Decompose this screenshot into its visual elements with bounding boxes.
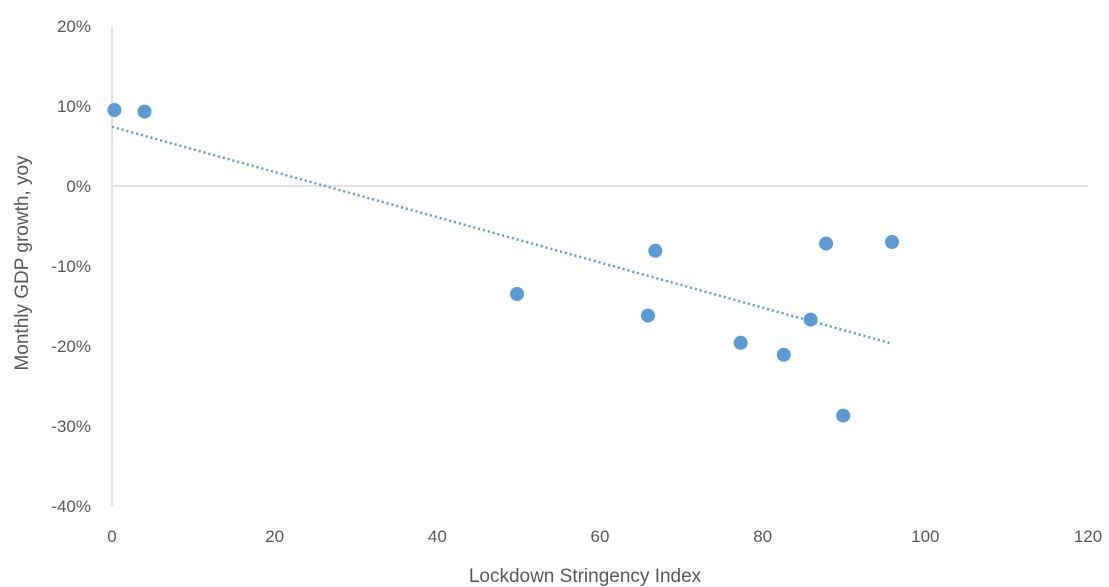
data-point [137,104,152,119]
x-tick-label: 100 [911,527,939,546]
y-tick-label: -10% [51,257,91,276]
data-point [733,335,748,350]
y-axis-tick-labels: -40% -30% -20% -10% 0% 10% 20% [51,17,91,516]
data-point [107,103,122,117]
data-point [510,287,525,301]
y-axis-title: Monthly GDP growth, yoy [12,155,33,371]
data-point [836,408,851,423]
data-point [640,308,655,323]
data-point [648,243,663,258]
x-axis-tick-labels: 0 20 40 60 80 100 120 [107,527,1102,546]
trendline [111,125,893,345]
data-point [803,312,818,327]
data-point [884,235,899,249]
x-axis-title: Lockdown Stringency Index [469,566,702,587]
y-tick-label: -20% [51,337,91,356]
data-points [107,103,899,423]
x-tick-label: 40 [428,527,447,546]
data-point [819,236,834,251]
x-tick-label: 0 [107,527,116,546]
data-point [776,347,791,362]
x-tick-label: 120 [1074,527,1102,546]
y-tick-label: 10% [57,97,91,116]
x-tick-label: 60 [591,527,610,546]
y-tick-label: -30% [51,417,91,436]
x-tick-label: 20 [265,527,284,546]
x-tick-label: 80 [753,527,772,546]
y-tick-label: 0% [66,177,91,196]
y-tick-label: 20% [57,17,91,36]
y-tick-label: -40% [51,497,91,516]
